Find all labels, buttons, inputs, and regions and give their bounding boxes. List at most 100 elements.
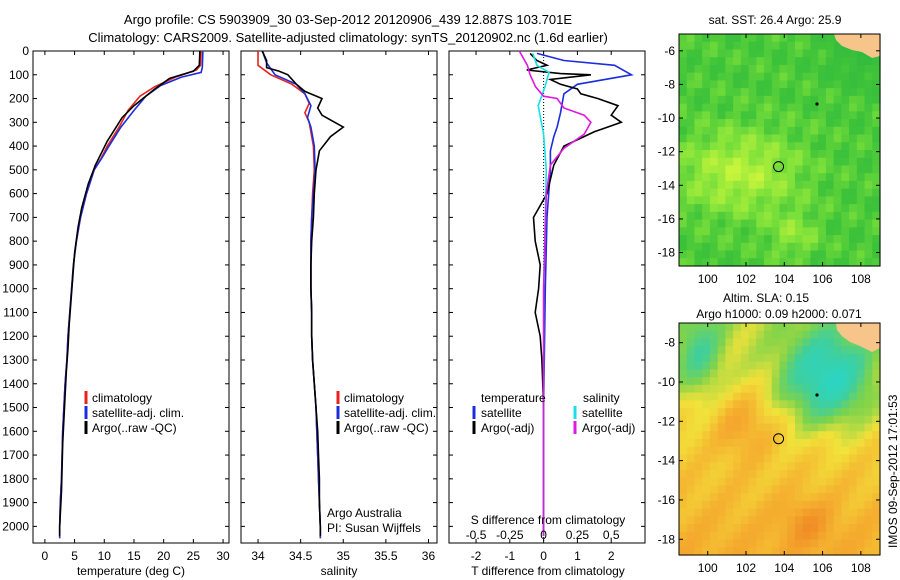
sst-cell [856,227,866,236]
sla-cell [779,415,788,425]
sla-cell [686,500,696,510]
sst-cell [694,126,703,136]
sla-cell [748,361,757,370]
sla-cell [833,330,842,340]
sst-cell [686,80,696,89]
sla-cell [709,516,719,525]
sla-cell [872,392,881,401]
sst-cell [872,126,881,136]
sla-cell [679,384,688,394]
sla-cell [802,493,812,502]
map-y-tick-label: -18 [658,246,676,260]
sla-cell [864,423,873,432]
sst-cell [740,119,750,128]
sla-cell [764,462,773,471]
sst-cell [864,173,873,182]
sst-cell [748,157,757,167]
sst-cell [794,134,804,143]
sla-cell [694,485,703,494]
sst-cell [802,258,812,267]
sst-cell [833,258,842,267]
sla-cell [872,431,881,440]
sla-cell [779,469,788,479]
sst-cell [764,219,773,228]
sla-cell [733,516,742,525]
sla-cell [825,338,835,347]
sst-cell [872,95,881,105]
sla-cell [709,493,719,502]
sst-cell [787,72,796,81]
sla-cell [686,415,696,425]
sst-cell [864,72,873,81]
sst-cell [841,258,850,267]
sla-cell [787,415,796,425]
sla-cell [802,330,812,340]
sla-cell [802,446,812,456]
sla-cell [864,353,873,363]
sla-cell [686,477,696,486]
sla-cell [833,508,842,517]
sst-cell [709,157,719,167]
y-tick-label: 200 [9,92,29,106]
sla-cell [694,384,703,394]
sst-cell [787,250,796,259]
sst-cell [849,250,858,259]
sla-cell [733,392,742,401]
sst-cell [841,57,850,66]
sla-cell [818,477,827,486]
sst-cell [756,258,765,267]
sla-cell [748,408,757,417]
sla-cell [794,539,804,548]
sla-cell [748,323,757,332]
sst-cell [764,72,773,81]
sst-cell [702,134,711,143]
x-tick-label: 35.5 [374,549,398,563]
sst-cell [810,188,819,197]
sst-cell [825,111,835,120]
sla-cell [748,531,757,541]
sla-cell [694,369,703,378]
sla-cell [810,462,819,471]
sla-cell [849,446,858,456]
sst-cell [864,227,873,236]
sst-cell [794,126,804,136]
sla-cell [748,338,757,347]
sst-cell [864,188,873,197]
sst-cell [825,103,835,112]
sst-cell [748,41,757,51]
sla-cell [825,454,835,463]
sla-cell [818,392,827,401]
sst-cell [748,173,757,182]
sst-cell [702,235,711,244]
sla-cell [872,454,881,463]
sla-cell [810,338,819,347]
sst-cell [849,235,858,244]
sla-cell [825,531,835,541]
sst-cell [679,211,688,221]
sla-cell [825,361,835,370]
sla-cell [748,423,757,432]
sla-cell [779,392,788,401]
sla-cell [756,400,765,409]
sst-cell [872,64,881,74]
sla-cell [872,516,881,525]
sst-cell [748,119,757,128]
sla-cell [771,330,781,340]
sla-cell [702,516,711,525]
sla-cell [794,500,804,510]
sst-cell [794,173,804,182]
sla-cell [771,377,781,386]
sst-cell [725,211,734,221]
sla-cell [748,493,757,502]
sla-cell [725,524,734,533]
sla-cell [740,338,750,347]
sst-cell [818,211,827,221]
sla-cell [686,524,696,533]
sla-cell [787,539,796,548]
sst-cell [856,88,866,97]
sla-cell [841,384,850,394]
sst-cell [686,34,696,43]
sla-cell [833,477,842,486]
sla-cell [686,384,696,394]
